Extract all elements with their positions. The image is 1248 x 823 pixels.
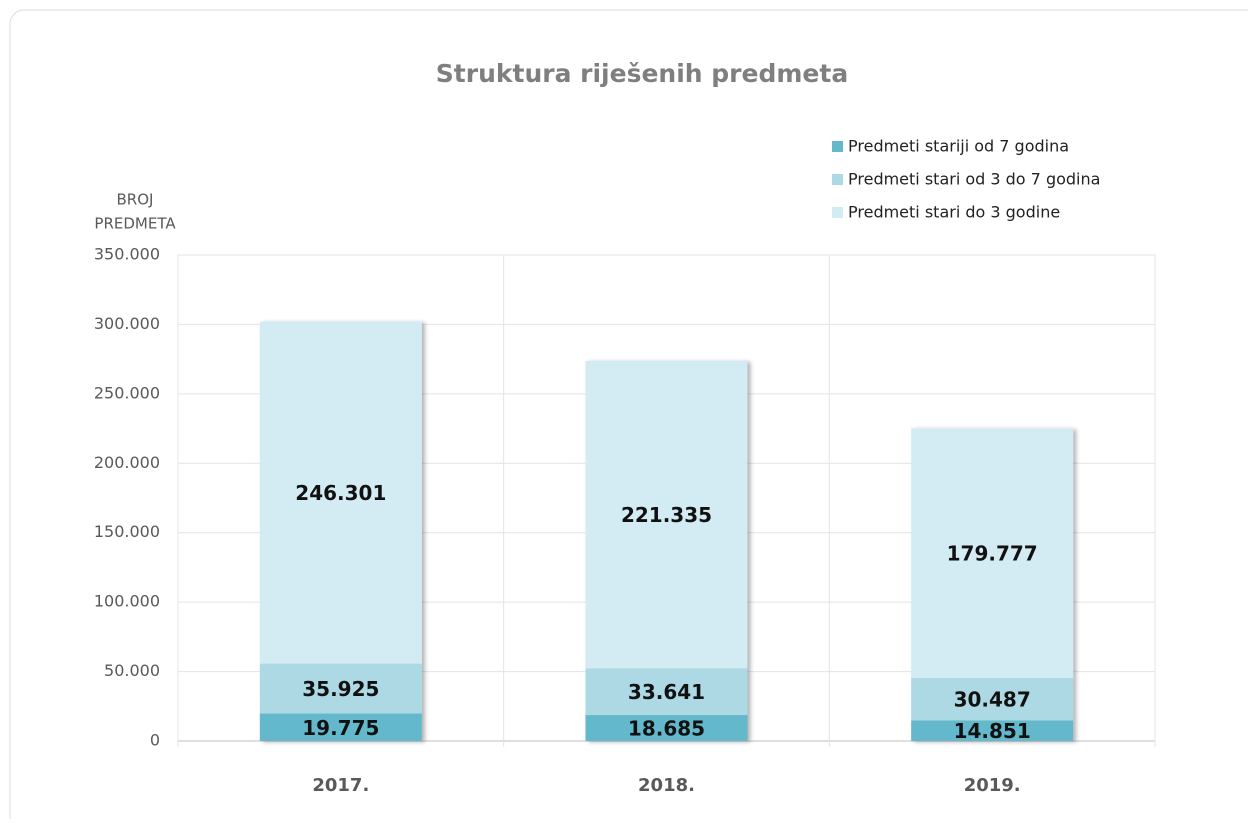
data-label: 18.685	[628, 717, 705, 741]
legend-label: Predmeti stari do 3 godine	[848, 203, 1060, 222]
legend-swatch	[832, 174, 843, 185]
data-label: 221.335	[621, 503, 712, 527]
data-label: 246.301	[295, 481, 386, 505]
bar-segment	[585, 668, 748, 716]
y-tick-label: 150.000	[94, 522, 160, 541]
bar-segment	[585, 361, 748, 669]
bar-segment	[911, 678, 1074, 721]
data-label: 14.851	[954, 719, 1031, 743]
bar-stack	[911, 428, 1074, 741]
y-tick-label: 0	[150, 731, 160, 750]
legend-label: Predmeti stari od 3 do 7 godina	[848, 170, 1100, 189]
y-tick-label: 250.000	[94, 383, 160, 402]
x-tick-label: 2019.	[964, 775, 1021, 796]
legend-swatch	[832, 141, 843, 152]
bar-segment	[911, 720, 1074, 741]
legend-swatch	[832, 207, 843, 218]
data-label: 30.487	[954, 688, 1031, 712]
y-tick-label: 100.000	[94, 592, 160, 611]
y-tick-label: 350.000	[94, 245, 160, 264]
bar-stack	[585, 361, 748, 741]
data-label: 19.775	[302, 716, 379, 740]
bar-segment	[259, 713, 422, 741]
y-tick-label: 300.000	[94, 314, 160, 333]
bar-segment	[585, 715, 748, 741]
data-label: 33.641	[628, 680, 705, 704]
y-tick-label: 200.000	[94, 453, 160, 472]
bar-segment	[259, 663, 422, 714]
data-label: 35.925	[302, 677, 379, 701]
x-tick-label: 2018.	[638, 775, 695, 796]
bar-stack	[259, 321, 422, 741]
y-axis-label: BROJ	[117, 191, 154, 209]
x-tick-label: 2017.	[312, 775, 369, 796]
chart-title: Struktura riješenih predmeta	[436, 59, 848, 88]
data-label: 179.777	[947, 542, 1038, 566]
bar-segment	[911, 428, 1074, 679]
bar-segment	[259, 321, 422, 664]
y-tick-label: 50.000	[104, 661, 160, 680]
legend-label: Predmeti stariji od 7 godina	[848, 137, 1069, 156]
y-axis-label: PREDMETA	[94, 215, 176, 233]
